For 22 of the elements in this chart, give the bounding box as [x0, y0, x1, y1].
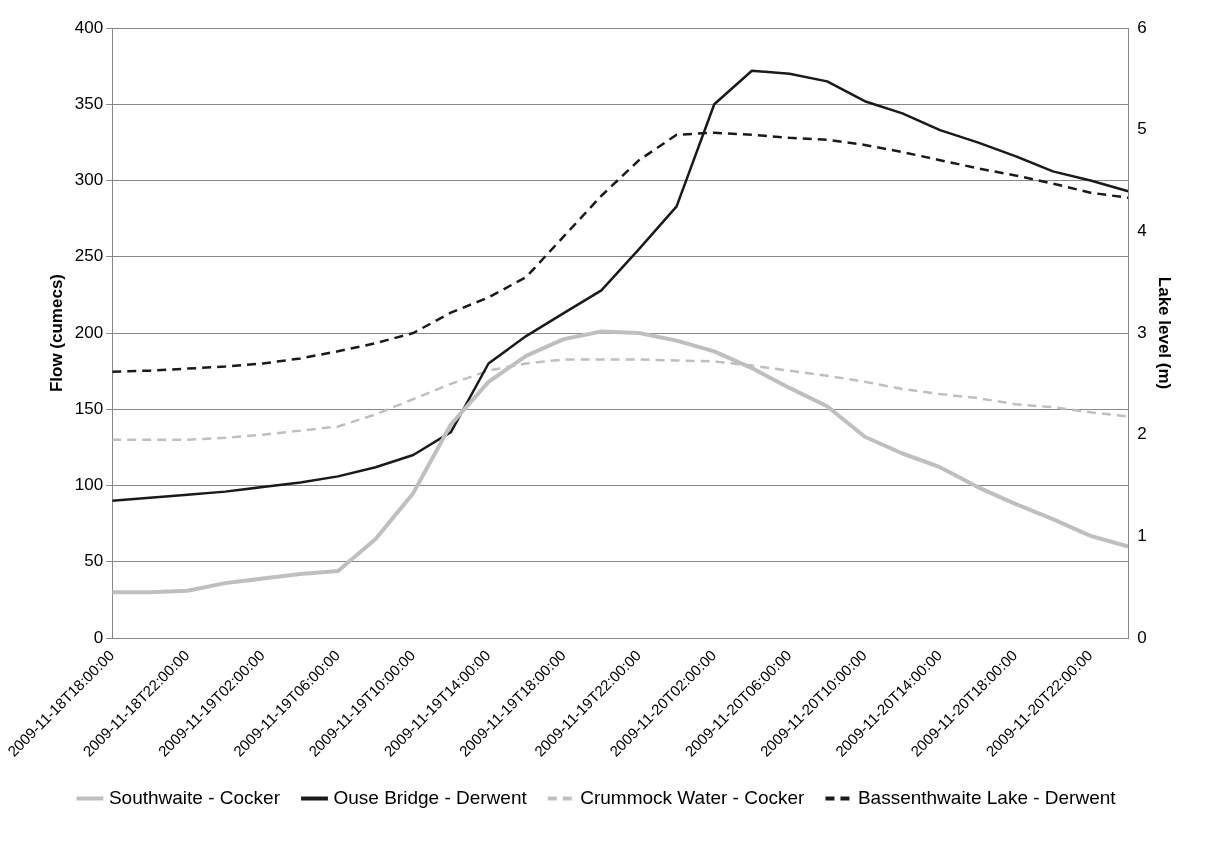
y-tick-label: 400: [74, 17, 104, 37]
y-axis-title: Flow (cumecs): [47, 273, 67, 393]
legend-label: Bassenthwaite Lake - Derwent: [857, 786, 1117, 808]
y-tick-label: 350: [74, 93, 104, 113]
y2-tick-label: 6: [1137, 17, 1147, 37]
y2-tick-label: 0: [1137, 627, 1147, 647]
y-tick-label: 50: [84, 551, 104, 571]
legend-label: Crummock Water - Cocker: [580, 786, 806, 808]
y-tick-label: 250: [74, 246, 104, 266]
y-tick-label: 100: [74, 475, 104, 495]
y-tick-label: 200: [74, 322, 104, 342]
y-tick-label: 0: [93, 627, 104, 647]
legend-label: Ouse Bridge - Derwent: [333, 786, 528, 808]
y2-tick-label: 3: [1137, 322, 1147, 342]
y-tick-label: 150: [74, 398, 104, 418]
y2-tick-label: 4: [1137, 221, 1147, 241]
y2-tick-label: 2: [1137, 424, 1147, 444]
y2-tick-label: 1: [1137, 526, 1147, 546]
legend-label: Southwaite - Cocker: [108, 786, 281, 808]
y2-axis-title: Lake level (m): [1155, 276, 1175, 390]
y-tick-label: 300: [74, 170, 104, 190]
y2-tick-label: 5: [1137, 119, 1147, 139]
